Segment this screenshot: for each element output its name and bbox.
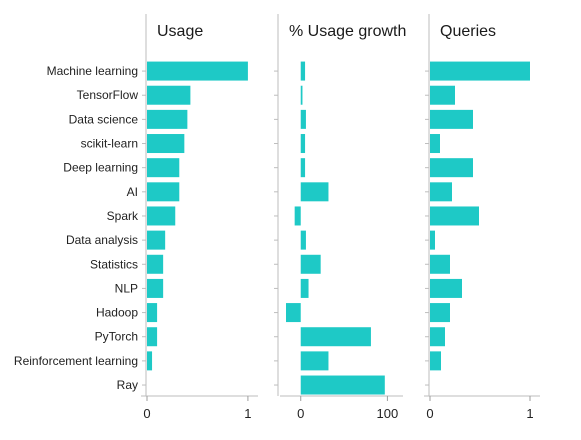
category-label-6: AI [127,185,138,199]
bar-1-1 [147,61,248,81]
bar-3-7 [430,206,479,226]
panel-title-1: Usage [157,23,203,40]
bar-1-13 [147,351,153,371]
bar-1-12 [147,327,158,347]
bar-3-8 [430,230,435,250]
category-label-4: scikit-learn [81,137,138,151]
category-label-2: TensorFlow [77,88,139,102]
bar-1-10 [147,278,164,298]
bar-3-6 [430,182,452,202]
bar-2-3 [300,109,306,129]
bar-3-1 [430,61,530,81]
category-label-8: Data analysis [66,233,138,247]
category-label-13: Reinforcement learning [14,354,138,368]
bar-1-5 [147,158,180,178]
category-label-9: Statistics [90,257,138,271]
bar-3-12 [430,327,445,347]
bar-2-1 [300,61,306,81]
x-tick-label-3-2: 1 [526,406,533,421]
bar-2-11 [286,303,301,323]
bar-2-10 [300,278,309,298]
bar-3-5 [430,158,473,178]
bar-1-9 [147,254,164,274]
bar-1-2 [147,85,191,105]
bar-2-5 [300,158,306,178]
bar-3-9 [430,254,450,274]
bar-1-4 [147,134,185,154]
bar-3-10 [430,278,462,298]
category-label-11: Hadoop [96,306,138,320]
bar-2-9 [300,254,321,274]
x-tick-label-2-2: 100 [377,406,399,421]
bar-1-8 [147,230,166,250]
bar-2-6 [300,182,329,202]
category-label-14: Ray [117,378,138,392]
bar-2-12 [300,327,371,347]
bar-2-13 [300,351,329,371]
panel-title-2: % Usage growth [289,23,406,40]
bar-3-11 [430,303,450,323]
bar-1-3 [147,109,188,129]
category-label-5: Deep learning [63,161,138,175]
x-tick-label-2-1: 0 [297,406,304,421]
bar-2-2 [300,85,303,105]
x-tick-label-3-1: 0 [426,406,433,421]
panel-title-3: Queries [440,23,496,40]
category-label-7: Spark [107,209,139,223]
x-tick-label-1-2: 1 [244,406,251,421]
category-label-10: NLP [115,281,138,295]
bar-2-14 [300,375,385,395]
bar-2-7 [294,206,301,226]
bar-3-13 [430,351,441,371]
bar-1-6 [147,182,180,202]
bar-1-7 [147,206,176,226]
bar-1-11 [147,303,158,323]
bar-3-4 [430,134,440,154]
x-tick-label-1-1: 0 [143,406,150,421]
category-label-12: PyTorch [95,330,138,344]
bar-3-3 [430,109,473,129]
category-label-3: Data science [69,112,139,126]
bar-3-2 [430,85,455,105]
bar-2-8 [300,230,306,250]
bar-2-4 [300,134,306,154]
category-label-1: Machine learning [47,64,138,78]
